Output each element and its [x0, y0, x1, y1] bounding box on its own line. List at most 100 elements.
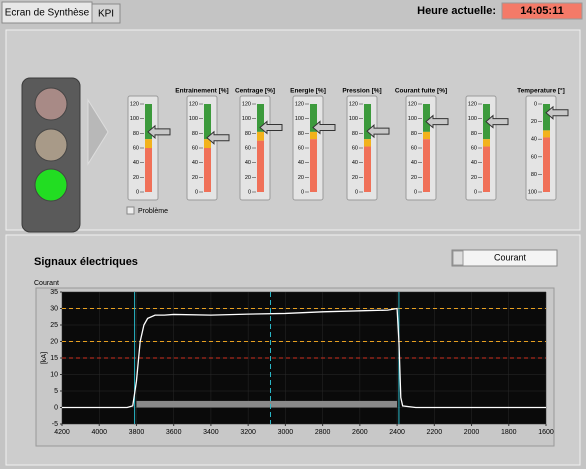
light-green-on	[34, 168, 68, 202]
gauge-tick-label: 120	[130, 101, 139, 107]
x-tick-label: 3400	[203, 429, 219, 436]
x-tick-label: 4200	[54, 429, 70, 436]
x-tick-label: 4000	[91, 429, 107, 436]
y-tick-label: -5	[52, 421, 58, 428]
gauge-tick-label: 100	[408, 116, 417, 122]
gauge-tick-label: 60	[133, 145, 139, 151]
gauge-tick-label: 60	[531, 154, 537, 160]
y-tick-label: 0	[54, 404, 58, 411]
selector[interactable]	[451, 249, 558, 267]
gauge-tick-label: 0	[195, 189, 198, 195]
tab-label[interactable]: Ecran de Synthèse	[5, 8, 90, 19]
gauge-tick-label: 0	[136, 189, 139, 195]
x-tick-label: 2200	[427, 429, 443, 436]
gauge-tick-label: 120	[468, 101, 477, 107]
gauge-tick-label: 20	[298, 175, 304, 181]
gauge-tick-label: 0	[534, 101, 537, 107]
tab-label[interactable]: KPI	[98, 9, 114, 20]
gauge-tick-label: 60	[471, 145, 477, 151]
gauge-tick-label: 40	[471, 160, 477, 166]
gauge-zone	[543, 130, 550, 138]
gauge-zone	[423, 139, 430, 192]
tab[interactable]	[91, 3, 121, 24]
gauge-tick-label: 0	[355, 189, 358, 195]
arrow	[87, 98, 109, 166]
y-tick-label: 35	[50, 289, 58, 296]
clock-label: Heure actuelle:	[417, 5, 496, 17]
gauge-tick-label: 60	[411, 145, 417, 151]
gauge-pointer	[485, 114, 509, 129]
gauge-zone	[364, 146, 371, 192]
gauge-tick-label: 40	[531, 137, 537, 143]
selector-spin[interactable]	[452, 250, 464, 266]
gauge-tick-label: 80	[531, 172, 537, 178]
x-tick-label: 2800	[315, 429, 331, 436]
gauge-zone	[310, 131, 317, 140]
x-tick-label: 3600	[166, 429, 182, 436]
selector-value[interactable]: Courant	[494, 252, 527, 262]
gauge-pointer	[545, 105, 569, 120]
gauge-tick-label: 80	[192, 131, 198, 137]
checkbox-label[interactable]: Problème	[138, 208, 168, 215]
y-tick-label: 20	[50, 338, 58, 345]
x-tick-label: 3000	[278, 429, 294, 436]
y-caption: Courant	[34, 280, 59, 287]
gauge-title: Courant fuite [%]	[395, 88, 447, 95]
gauge-tick-label: 80	[411, 131, 417, 137]
gauge-tick-label: 100	[189, 116, 198, 122]
gauge-tick-label: 80	[133, 131, 139, 137]
gauge-tick-label: 120	[189, 101, 198, 107]
gauge-tick-label: 40	[192, 160, 198, 166]
gauge-tick-label: 40	[352, 160, 358, 166]
gauge-zone	[423, 104, 430, 132]
gauge-tick-label: 40	[133, 160, 139, 166]
gauge-tick-label: 20	[471, 175, 477, 181]
gauge-tick-label: 80	[245, 131, 251, 137]
gauge-tick-label: 120	[349, 101, 358, 107]
gauge-tick-label: 100	[528, 189, 537, 195]
gauge-tick-label: 20	[133, 175, 139, 181]
gauge-zone	[257, 140, 264, 192]
gauge-zone	[310, 104, 317, 132]
y-axis-label: [kA]	[41, 352, 48, 364]
x-tick-label: 3200	[240, 429, 256, 436]
gauge-zone	[483, 146, 490, 192]
gauge-title: Energie [%]	[290, 88, 326, 95]
gauge-tick-label: 80	[352, 131, 358, 137]
gauge-tick-label: 100	[130, 116, 139, 122]
gauge-tick-label: 100	[295, 116, 304, 122]
gauge-zone	[204, 139, 211, 148]
x-tick-label: 2600	[352, 429, 368, 436]
y-tick-label: 10	[50, 371, 58, 378]
gauge-zone	[257, 104, 264, 132]
graph-title: Signaux électriques	[34, 256, 138, 268]
gauge-tick-label: 120	[408, 101, 417, 107]
gauge-tick-label: 80	[298, 131, 304, 137]
gauge-zone	[483, 139, 490, 147]
gauge-pointer	[147, 124, 171, 139]
x-tick-label: 1600	[538, 429, 554, 436]
x-tick-label: 1800	[501, 429, 517, 436]
gauge-tick-label: 20	[411, 175, 417, 181]
light-red-off	[34, 87, 68, 121]
gauge-zone	[145, 139, 152, 148]
y-tick-label: 15	[50, 355, 58, 362]
gauge-zone	[364, 104, 371, 140]
gauge-tick-label: 60	[352, 145, 358, 151]
gauge-zone	[543, 137, 550, 192]
gauge-zone	[145, 104, 152, 140]
gauge-tick-label: 60	[192, 145, 198, 151]
gauge-pointer	[206, 130, 230, 145]
light-orange-off	[34, 128, 68, 162]
gauge-title: Pression [%]	[342, 88, 381, 95]
gauge-tick-label: 0	[474, 189, 477, 195]
gauge-tick-label: 20	[531, 119, 537, 125]
gauge-tick-label: 0	[414, 189, 417, 195]
checkbox[interactable]	[126, 206, 135, 215]
signal-line	[62, 307, 546, 409]
x-tick-label: 2000	[464, 429, 480, 436]
gauge-tick-label: 80	[471, 131, 477, 137]
gauge-tick-label: 20	[245, 175, 251, 181]
